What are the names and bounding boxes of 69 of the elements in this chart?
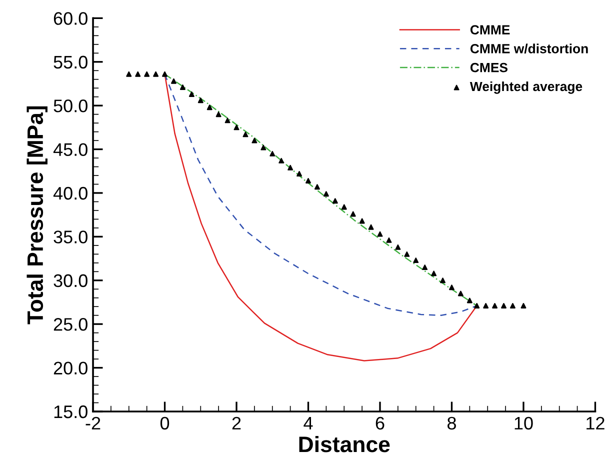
point: [413, 258, 419, 264]
point: [404, 251, 410, 257]
point: [162, 71, 168, 77]
x-tick-label: -2: [86, 416, 100, 430]
point: [180, 84, 186, 90]
x-tick-label: 12: [586, 416, 604, 430]
point: [306, 178, 312, 184]
y-tick-label: 60.0: [54, 12, 88, 25]
point: [431, 270, 437, 276]
point: [332, 198, 338, 204]
legend-label: CMME: [470, 25, 510, 34]
point: [483, 302, 489, 308]
point: [144, 71, 150, 77]
y-tick-label: 40.0: [53, 186, 88, 200]
y-tick-label: 35.0: [54, 230, 88, 244]
point: [341, 204, 347, 210]
x-tick-label: 10: [514, 416, 533, 430]
y-tick-label: 55.0: [54, 56, 88, 69]
point: [135, 71, 141, 77]
point: [153, 71, 159, 77]
point: [466, 298, 472, 304]
point: [242, 132, 248, 138]
point: [314, 184, 320, 190]
y-tick-label: 20.0: [54, 362, 88, 374]
point: [270, 150, 276, 156]
legend-label: Weighted average: [470, 81, 582, 94]
y-tick-label: 50.0: [54, 100, 88, 112]
point: [422, 264, 428, 270]
x-tick-label: 2: [232, 416, 241, 430]
x-tick-label: 6: [376, 416, 384, 430]
point: [510, 302, 516, 308]
point: [260, 144, 266, 150]
point: [323, 191, 329, 197]
x-axis-title: Distance: [299, 436, 390, 452]
point: [377, 231, 383, 237]
point: [386, 237, 392, 243]
point: [126, 71, 132, 77]
point: [224, 118, 230, 124]
point: [206, 104, 212, 110]
point: [252, 138, 258, 144]
x-tick-label: 0: [160, 416, 170, 430]
legend-label: CMES: [470, 62, 508, 72]
point: [368, 224, 374, 230]
point: [448, 284, 454, 290]
point: [296, 170, 302, 176]
point: [458, 290, 464, 296]
point: [288, 164, 294, 170]
point: [350, 211, 356, 217]
point: [474, 302, 480, 308]
x-tick-label: 8: [448, 416, 456, 430]
point: [492, 302, 498, 308]
y-tick-label: 30.0: [54, 274, 88, 288]
y-tick-label: 45.0: [53, 143, 88, 156]
point: [198, 98, 204, 104]
legend-label: CMME w/distortion: [470, 44, 588, 54]
point: [170, 78, 176, 84]
y-tick-label: 25.0: [54, 318, 88, 331]
point: [234, 124, 240, 130]
point: [440, 278, 446, 284]
point: [278, 158, 284, 164]
point: [501, 302, 507, 308]
point: [359, 218, 365, 224]
x-tick-label: 4: [304, 417, 313, 430]
y-tick-label: 15.0: [54, 405, 88, 418]
point: [395, 244, 401, 250]
point: [188, 91, 194, 97]
point: [216, 112, 222, 118]
y-axis-title: Total Pressure [MPa]: [26, 106, 48, 324]
point: [520, 302, 526, 308]
